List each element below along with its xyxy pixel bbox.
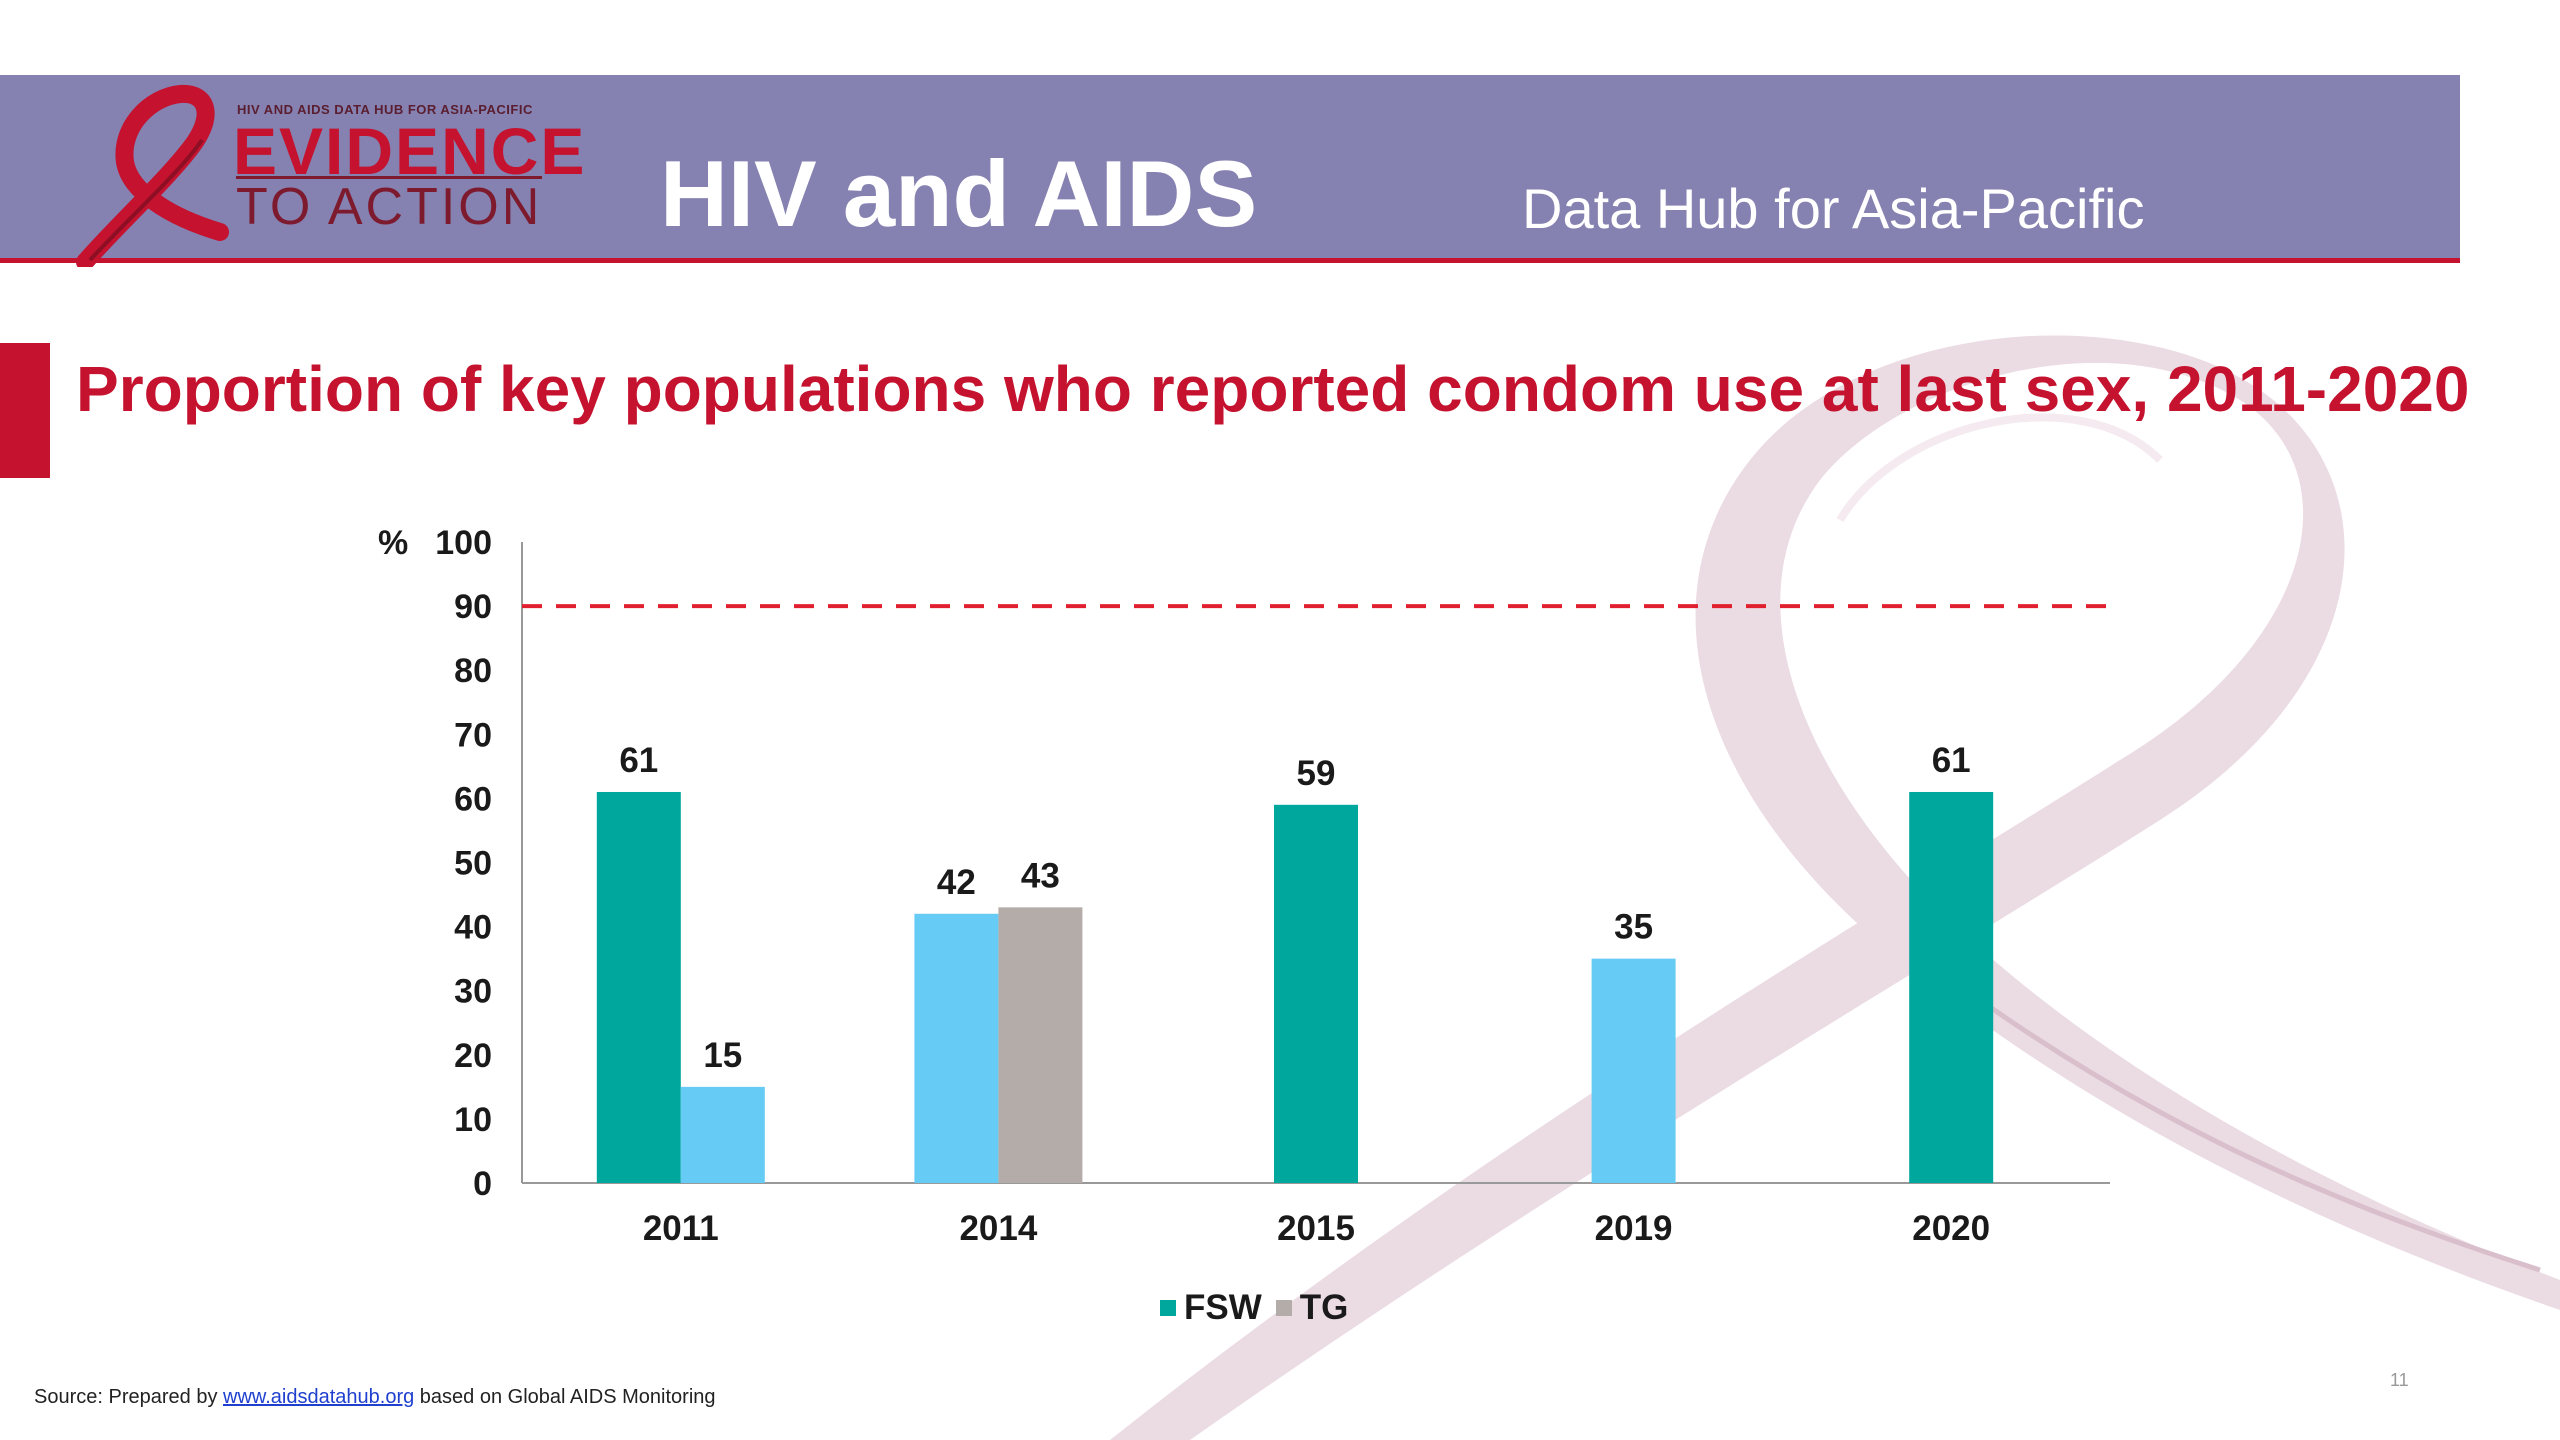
data-label: 59 [1297, 754, 1336, 793]
bar [680, 1086, 765, 1183]
header-subtitle: Data Hub for Asia-Pacific [1522, 177, 2145, 240]
data-label: 61 [1932, 741, 1971, 780]
evidence-to-action-logo [30, 82, 610, 267]
data-label: 43 [1021, 856, 1060, 895]
x-tick-label: 2011 [643, 1209, 719, 1248]
y-tick-label: 40 [454, 909, 492, 947]
data-label: 61 [619, 741, 658, 780]
data-label: 35 [1614, 908, 1653, 947]
header-title: HIV and AIDS [660, 141, 1258, 246]
source-link[interactable]: www.aidsdatahub.org [223, 1386, 415, 1408]
bar [1591, 958, 1676, 1183]
legend-item-tg: TG [1275, 1288, 1349, 1328]
bar [1274, 804, 1358, 1183]
title-marker [0, 343, 50, 478]
y-tick-label: 0 [473, 1165, 492, 1203]
y-tick-label: 20 [454, 1037, 492, 1075]
y-tick-label: 70 [454, 716, 492, 754]
legend-label-tg: TG [1299, 1288, 1349, 1327]
x-tick-label: 2014 [959, 1209, 1037, 1248]
legend-swatch-fsw [1160, 1300, 1176, 1316]
y-tick-label: 50 [454, 845, 492, 883]
logo-sub-text: TO ACTION [236, 176, 543, 236]
chart-legend: FSW TG [1160, 1288, 1362, 1328]
source-note: Source: Prepared by www.aidsdatahub.org … [34, 1386, 716, 1409]
x-tick-label: 2020 [1912, 1209, 1990, 1248]
source-suffix: based on Global AIDS Monitoring [419, 1386, 716, 1408]
y-tick-label: 30 [454, 973, 492, 1011]
logo-small-text: HIV AND AIDS DATA HUB FOR ASIA-PACIFIC [237, 102, 533, 117]
x-tick-label: 2015 [1277, 1209, 1355, 1248]
y-tick-label: 60 [454, 780, 492, 818]
bar [596, 791, 681, 1183]
legend-swatch-tg [1275, 1300, 1292, 1316]
bar [998, 907, 1083, 1183]
y-tick-label: 10 [454, 1101, 492, 1139]
source-prefix: Source: Prepared by [34, 1386, 218, 1408]
y-axis-label: % [378, 524, 408, 562]
slide-title: Proportion of key populations who report… [76, 353, 2470, 425]
data-label: 42 [937, 863, 976, 902]
y-tick-label: 80 [454, 652, 492, 690]
bar [1909, 791, 1994, 1183]
bar [914, 913, 999, 1183]
x-tick-label: 2019 [1595, 1209, 1673, 1248]
legend-label-fsw: FSW [1184, 1288, 1262, 1327]
y-tick-label: 90 [454, 588, 492, 626]
page-number: 11 [2390, 1370, 2409, 1390]
header-band [0, 75, 2460, 263]
y-tick-label: 100 [435, 524, 492, 562]
logo-main-text: EVIDENCE [233, 114, 587, 188]
legend-item-fsw: FSW [1160, 1288, 1262, 1328]
data-label: 15 [703, 1036, 742, 1075]
